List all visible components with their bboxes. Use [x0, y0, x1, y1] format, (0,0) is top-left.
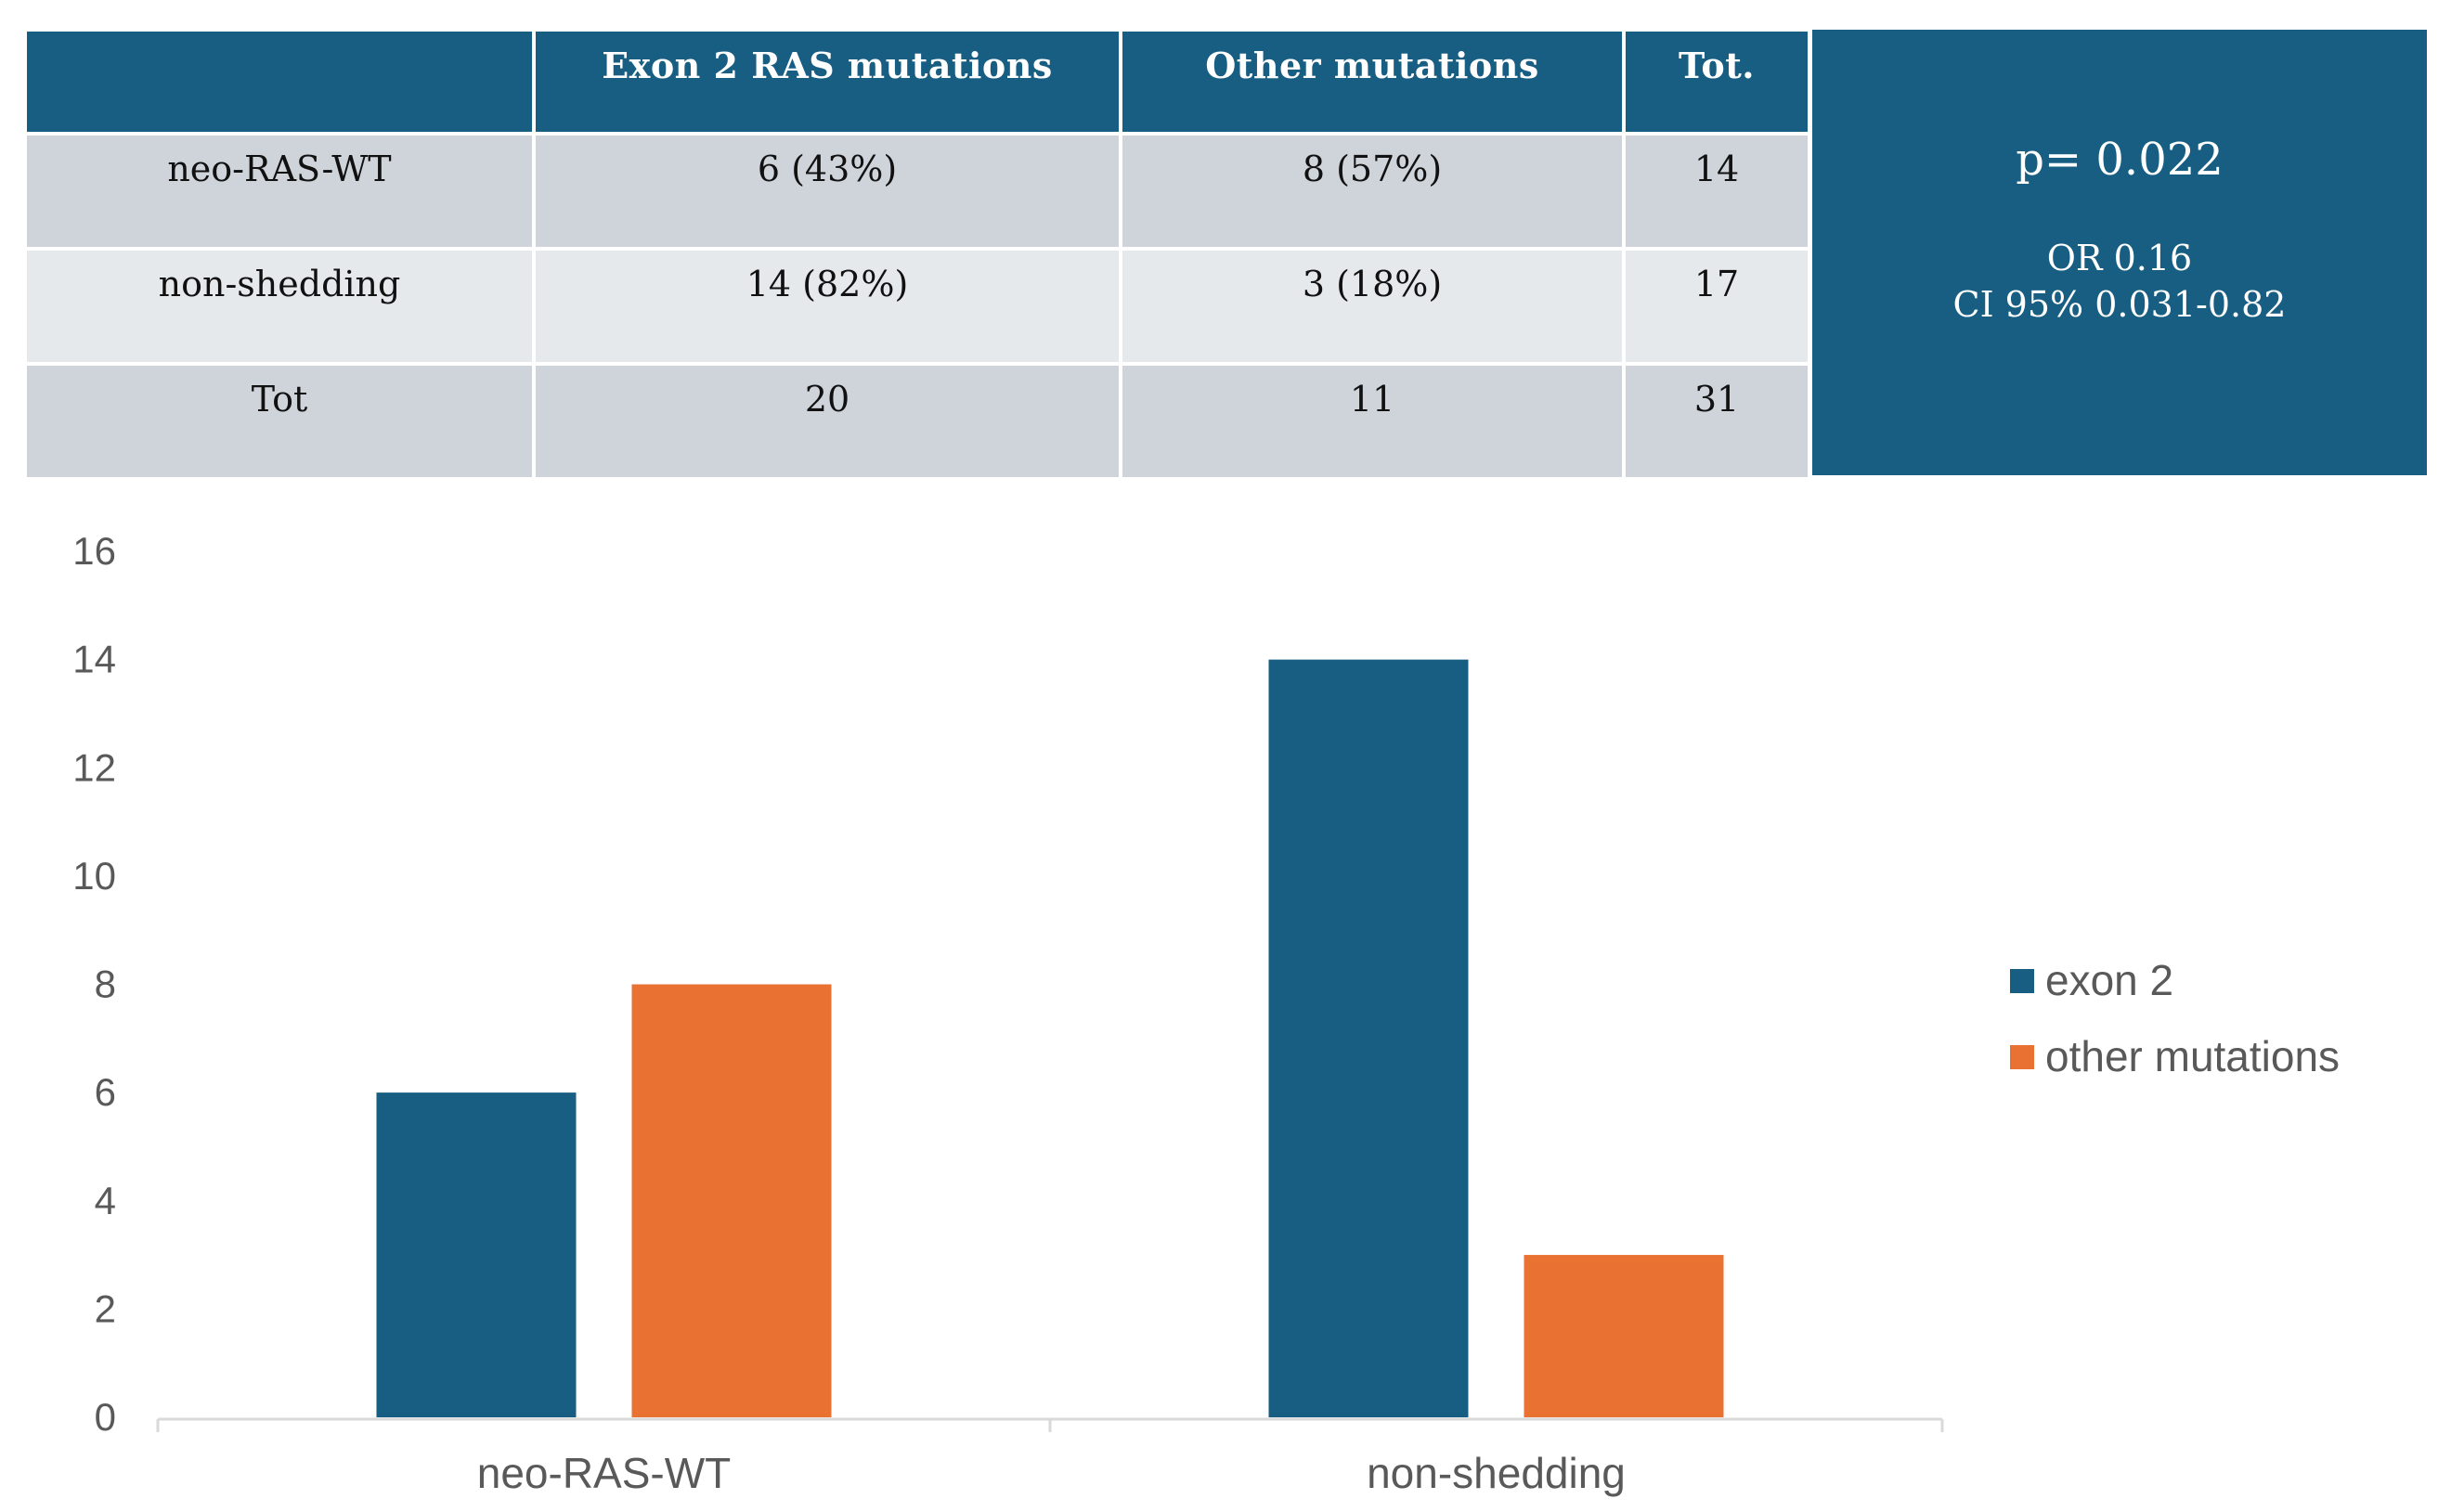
legend: exon 2 other mutations: [2010, 956, 2340, 1080]
header-exon2: Exon 2 RAS mutations: [532, 28, 1122, 136]
bar-exon-2-neo-RAS-WT: [376, 1092, 577, 1417]
bar-exon-2-non-shedding: [1268, 659, 1469, 1417]
bar-other-mutations-neo-RAS-WT: [631, 984, 832, 1417]
y-tick-label: 12: [72, 745, 116, 789]
legend-swatch: [2010, 1045, 2034, 1069]
bar-chart: 0 2 4 6 8 10 12 14 16 neo-RAS-WT non-shedding exo…: [72, 529, 2340, 1497]
y-tick-label: 2: [95, 1286, 116, 1330]
header-corner: [23, 28, 536, 136]
bar-series: [376, 659, 1724, 1417]
x-category-label: neo-RAS-WT: [477, 1449, 731, 1497]
cell-exon2: 20: [532, 362, 1122, 481]
row-label: non-shedding: [23, 247, 536, 366]
legend-label: other mutations: [2045, 1032, 2340, 1080]
table-header-row: Exon 2 RAS mutations Other mutations Tot…: [23, 28, 1811, 136]
y-tick-label: 0: [95, 1395, 116, 1439]
cell-exon2: 14 (82%): [532, 247, 1122, 366]
table-row: non-shedding 14 (82%) 3 (18%) 17: [23, 247, 1811, 366]
cell-other: 3 (18%): [1119, 247, 1626, 366]
y-tick-label: 6: [95, 1070, 116, 1114]
cell-total: 17: [1622, 247, 1811, 366]
x-axis: neo-RAS-WT non-shedding: [156, 1417, 1944, 1497]
table-row: neo-RAS-WT 6 (43%) 8 (57%) 14: [23, 132, 1811, 251]
x-category-label: non-shedding: [1367, 1449, 1626, 1497]
header-total: Tot.: [1622, 28, 1811, 136]
cell-other: 8 (57%): [1119, 132, 1626, 251]
y-tick-label: 14: [72, 638, 116, 681]
y-tick-label: 10: [72, 854, 116, 898]
y-tick-label: 16: [72, 529, 116, 573]
header-other: Other mutations: [1119, 28, 1626, 136]
cell-other: 11: [1119, 362, 1626, 481]
row-label: neo-RAS-WT: [23, 132, 536, 251]
row-label: Tot: [23, 362, 536, 481]
statistics-box: p= 0.022 OR 0.16 CI 95% 0.031-0.82: [1812, 30, 2427, 475]
confidence-interval: CI 95% 0.031-0.82: [1952, 284, 2287, 325]
cell-exon2: 6 (43%): [532, 132, 1122, 251]
table-row: Tot 20 11 31: [23, 362, 1811, 481]
p-value: p= 0.022: [2016, 134, 2224, 186]
odds-ratio: OR 0.16: [2046, 238, 2193, 278]
cell-total: 31: [1622, 362, 1811, 481]
contingency-table: Exon 2 RAS mutations Other mutations Tot…: [23, 28, 1811, 481]
y-axis: 0 2 4 6 8 10 12 14 16: [72, 529, 116, 1439]
legend-label: exon 2: [2045, 956, 2173, 1004]
y-tick-label: 8: [95, 963, 116, 1006]
bar-other-mutations-non-shedding: [1524, 1255, 1724, 1417]
legend-swatch: [2010, 969, 2034, 993]
cell-total: 14: [1622, 132, 1811, 251]
y-tick-label: 4: [95, 1179, 116, 1222]
